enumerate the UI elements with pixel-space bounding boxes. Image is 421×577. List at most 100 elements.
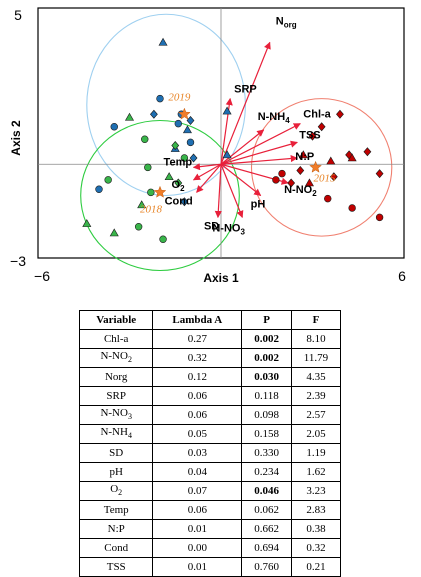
cell-p: 0.158 xyxy=(241,424,292,444)
vector-arrow xyxy=(214,164,222,219)
y-tick-bottom: −3 xyxy=(10,253,26,269)
table-header-row: Variable Lambda A P F xyxy=(78,310,342,330)
vector-label: Chl-a xyxy=(303,109,331,121)
vector-arrow xyxy=(220,164,244,219)
cell-f: 1.19 xyxy=(290,443,342,463)
point-2018-triangle xyxy=(109,228,119,237)
cell-p: 0.098 xyxy=(241,405,292,425)
cell-variable: Chl-a xyxy=(78,329,154,349)
cell-p: 0.760 xyxy=(241,557,292,577)
cell-lambda: 0.07 xyxy=(152,481,243,501)
cell-variable: Cond xyxy=(78,538,154,558)
cell-f: 4.35 xyxy=(290,367,342,387)
cell-p: 0.046 xyxy=(241,481,292,501)
cell-lambda: 0.12 xyxy=(152,367,243,387)
point-2015-circle xyxy=(272,176,280,184)
table-row: pH 0.04 0.234 1.62 xyxy=(78,462,342,482)
vector-label: N-NO2 xyxy=(284,184,317,198)
point-2019-diamond xyxy=(150,109,158,119)
cell-variable: Temp xyxy=(78,500,154,520)
point-2018-circle xyxy=(159,235,167,243)
cell-f: 2.39 xyxy=(290,386,342,406)
cell-p: 0.062 xyxy=(241,500,292,520)
vector-label: TSS xyxy=(299,129,320,141)
point-2019-triangle xyxy=(222,150,232,159)
cell-f: 0.21 xyxy=(290,557,342,577)
point-2018-triangle xyxy=(82,219,92,227)
vector-label: SD xyxy=(204,220,219,232)
point-2018-diamond xyxy=(171,141,180,150)
table-row: TSS 0.01 0.760 0.21 xyxy=(78,557,342,577)
group-label-2019: 2019 xyxy=(168,91,191,103)
vector-arrow xyxy=(220,140,298,165)
point-2018-triangle xyxy=(164,172,174,181)
cell-p: 0.118 xyxy=(241,386,292,406)
vector-label: SRP xyxy=(234,84,257,96)
ellipse-2015 xyxy=(250,98,393,237)
header-p: P xyxy=(241,310,292,330)
x-tick-left: −6 xyxy=(34,268,50,284)
point-2018-triangle xyxy=(137,200,147,209)
table-row: Chl-a 0.27 0.002 8.10 xyxy=(78,329,342,349)
table-row: SRP 0.06 0.118 2.39 xyxy=(78,386,342,406)
vector-arrow xyxy=(220,163,262,196)
cell-p: 0.002 xyxy=(241,329,292,349)
point-2019-circle xyxy=(110,123,118,131)
vector-arrow xyxy=(196,163,222,193)
table-row: Temp 0.06 0.062 2.83 xyxy=(78,500,342,520)
point-2015-diamond xyxy=(296,166,305,175)
y-tick-top: 5 xyxy=(14,7,22,23)
ellipse-2018 xyxy=(80,119,240,272)
cell-lambda: 0.00 xyxy=(152,538,243,558)
table-row: N-NH4 0.05 0.158 2.05 xyxy=(78,424,342,444)
centroid-star-2019 xyxy=(178,107,191,120)
point-2019-diamond xyxy=(180,197,189,207)
table-row: N:P 0.01 0.662 0.38 xyxy=(78,519,342,539)
cell-variable: TSS xyxy=(78,557,154,577)
cell-variable: O2 xyxy=(78,481,154,501)
cell-lambda: 0.01 xyxy=(152,557,243,577)
y-axis-label: Axis 2 xyxy=(9,120,23,156)
centroid-star-2015 xyxy=(309,160,322,173)
cell-variable: N-NH4 xyxy=(78,424,154,444)
vector-label: N-NO3 xyxy=(212,222,245,236)
rda-results-table: Variable Lambda A P F Chl-a 0.27 0.002 8.10… xyxy=(78,310,342,577)
point-2015-diamond xyxy=(287,178,296,188)
cell-f: 2.05 xyxy=(290,424,342,444)
cell-variable: pH xyxy=(78,462,154,482)
point-2019-circle xyxy=(156,94,164,103)
vector-label: Temp xyxy=(164,156,193,168)
point-2015-triangle xyxy=(347,153,357,162)
vector-arrow xyxy=(220,123,301,165)
vector-label: N:P xyxy=(295,151,314,163)
point-2015-diamond xyxy=(363,147,372,157)
x-tick-right: 6 xyxy=(398,268,406,284)
header-lambda: Lambda A xyxy=(152,310,243,330)
point-2015-triangle xyxy=(326,156,336,165)
point-2015-circle xyxy=(324,194,332,203)
group-label-2018: 2018 xyxy=(140,203,163,215)
group-label-2015: 2015 xyxy=(314,172,337,184)
point-2015-triangle xyxy=(304,178,314,187)
cell-p: 0.662 xyxy=(241,519,292,539)
point-2019-diamond xyxy=(189,153,198,163)
point-2015-diamond xyxy=(329,172,338,182)
cell-f: 2.83 xyxy=(290,500,342,520)
vector-arrow xyxy=(192,163,222,171)
point-2015-circle xyxy=(375,213,384,222)
cell-f: 3.23 xyxy=(290,481,342,501)
point-2015-circle xyxy=(278,169,286,178)
point-2015-circle xyxy=(348,204,356,212)
point-2015-triangle xyxy=(298,150,308,159)
vector-arrow xyxy=(220,41,271,165)
cell-f: 8.10 xyxy=(290,329,342,349)
vector-label: N-NH4 xyxy=(258,111,291,125)
point-2018-triangle xyxy=(124,112,135,121)
cell-variable: N:P xyxy=(78,519,154,539)
cell-f: 2.57 xyxy=(290,405,342,425)
cell-lambda: 0.05 xyxy=(152,424,243,444)
point-2019-triangle xyxy=(222,106,232,115)
point-2015-diamond xyxy=(308,131,317,141)
table-row: N-NO3 0.06 0.098 2.57 xyxy=(78,405,342,425)
